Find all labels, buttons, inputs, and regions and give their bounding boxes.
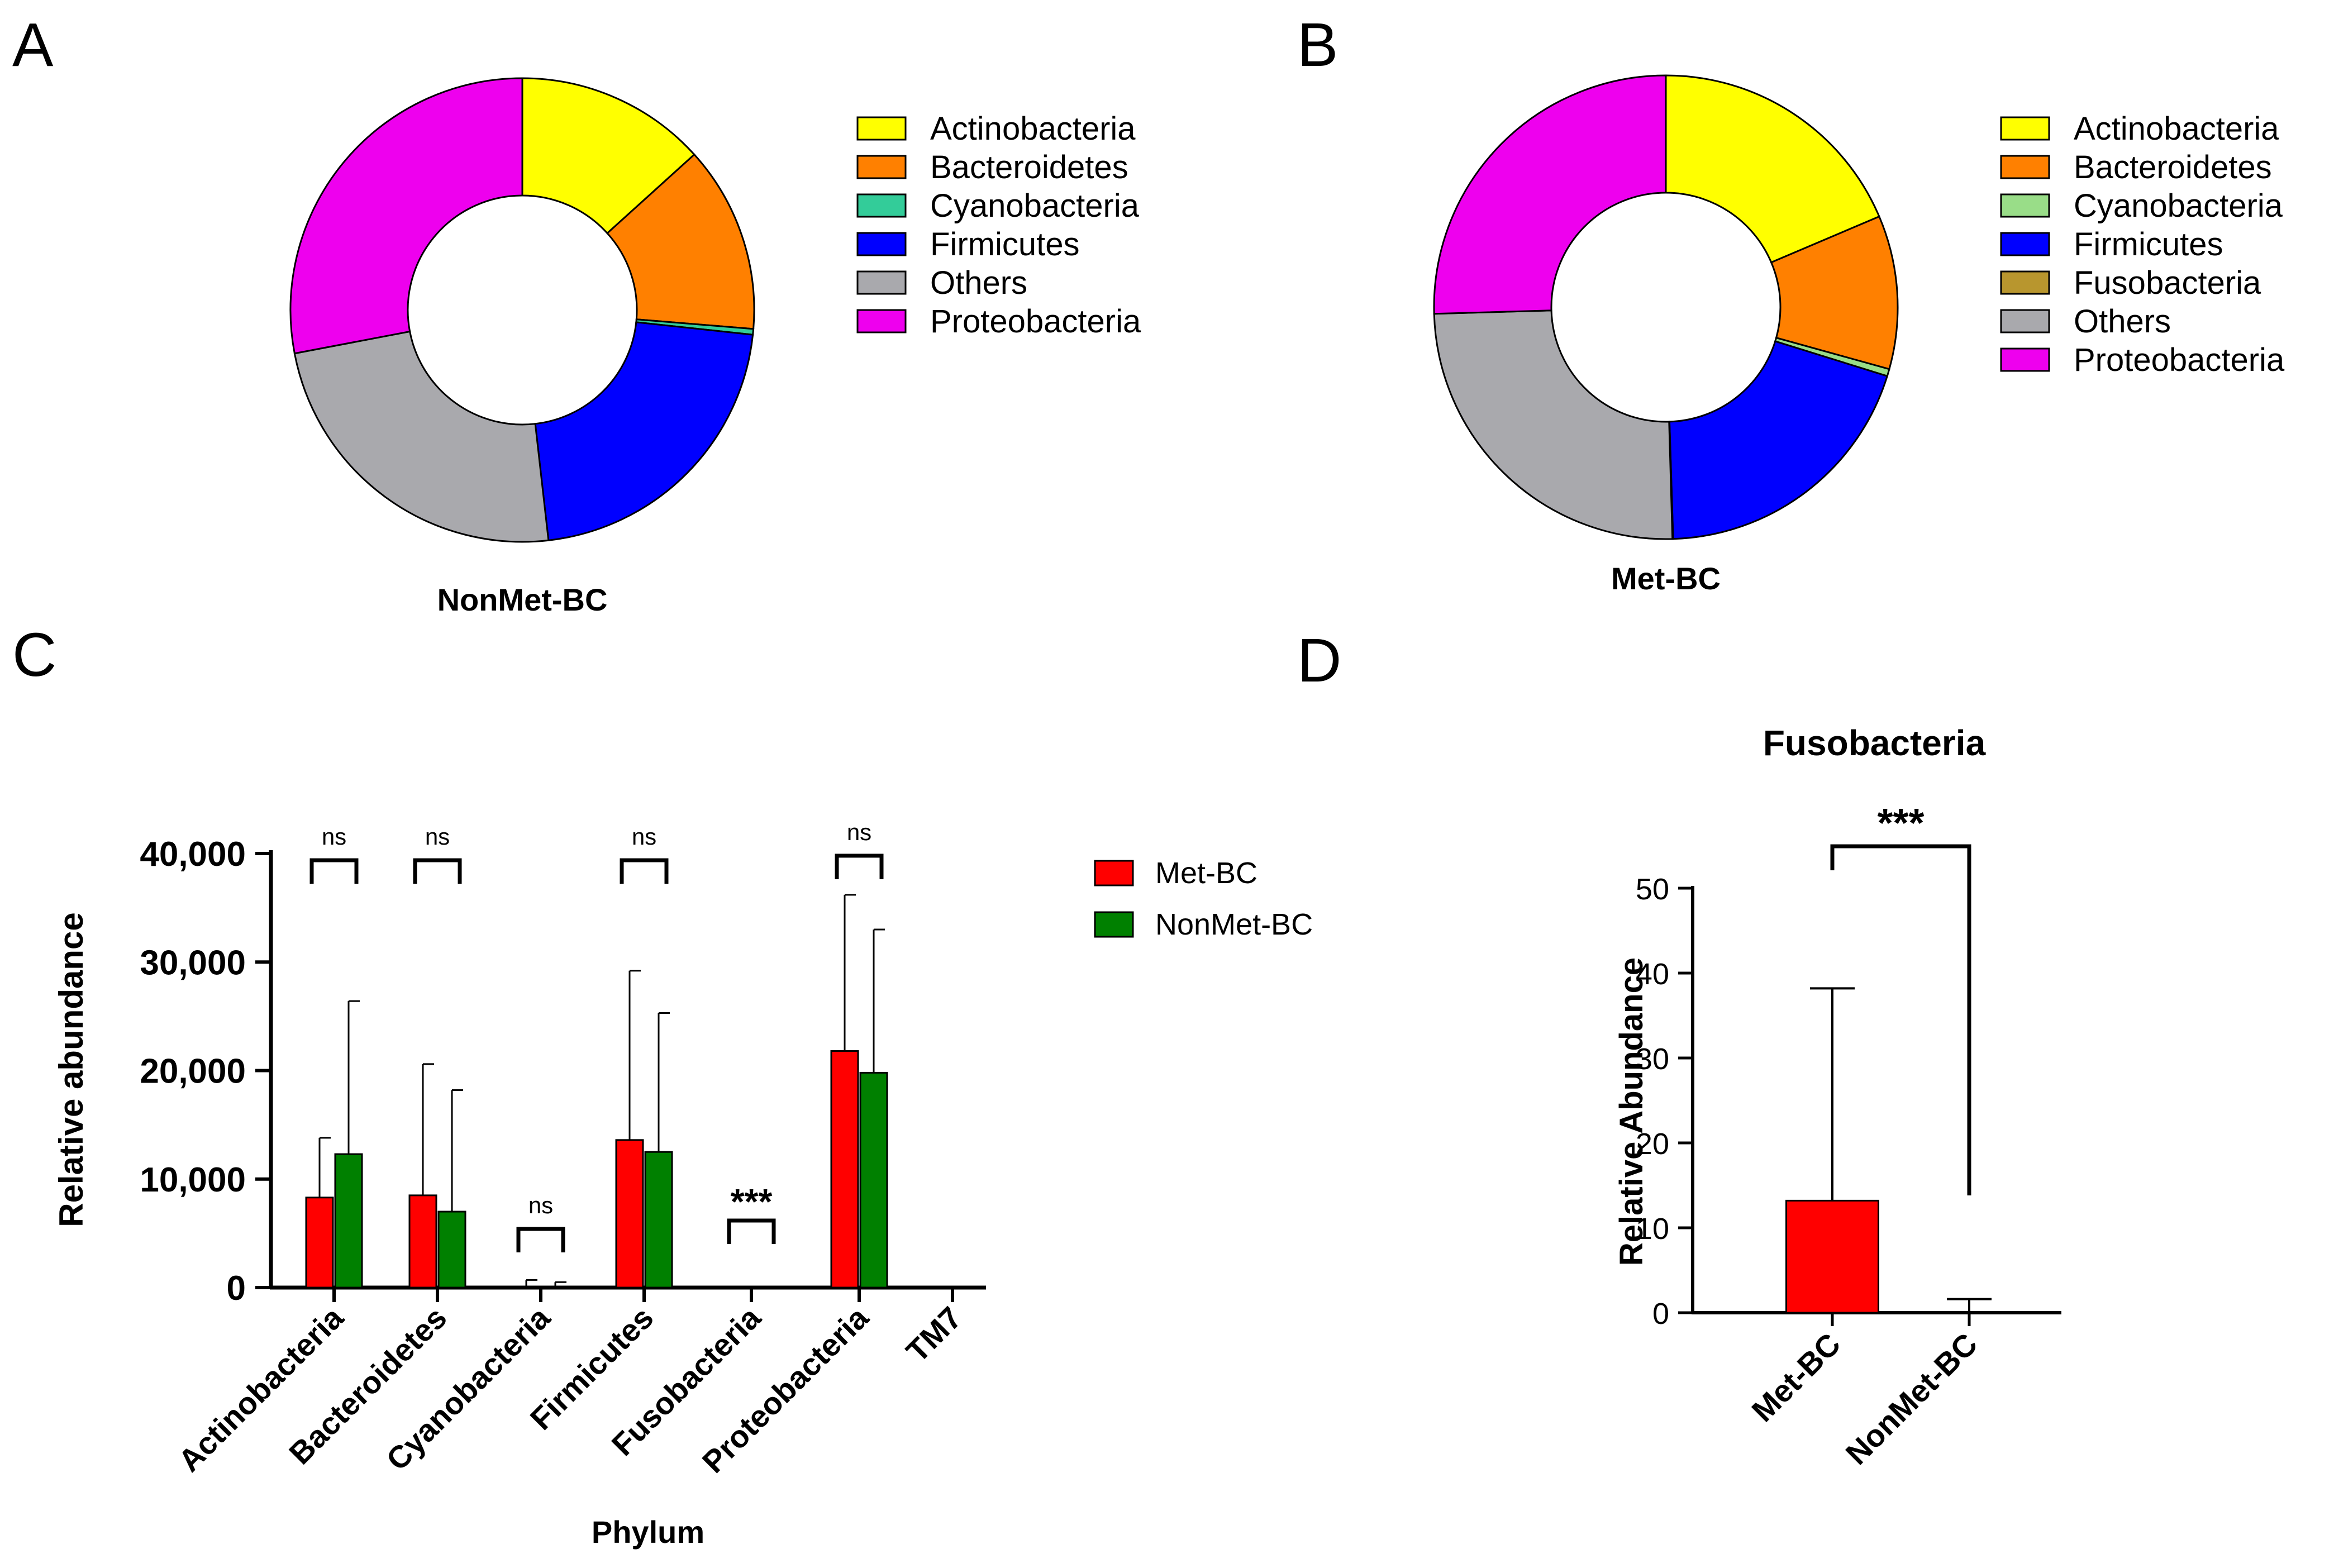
y-tick-label: 50 bbox=[1636, 873, 1669, 906]
legend-swatch-firmicutes bbox=[2001, 233, 2049, 255]
legend-label-nonmet-bc: NonMet-BC bbox=[1155, 908, 1313, 941]
panel-letter-a: A bbox=[12, 11, 54, 79]
legend-label-cyanobacteria: Cyanobacteria bbox=[2074, 188, 2283, 224]
significance-label-fusobacteria: *** bbox=[731, 1181, 773, 1222]
x-tick-label-met-bc: Met-BC bbox=[1745, 1326, 1847, 1428]
chart-title: Met-BC bbox=[1611, 561, 1721, 596]
legend-swatch-cyanobacteria bbox=[2001, 194, 2049, 217]
bar-nonmet-bc-bacteroidetes bbox=[439, 1212, 465, 1288]
y-tick-label: 30,000 bbox=[140, 943, 246, 982]
donut-chart-nonmet: NonMet-BC ActinobacteriaBacteroidetesCyan… bbox=[290, 78, 1141, 617]
legend-swatch-fusobacteria bbox=[2001, 271, 2049, 294]
significance-label-actinobacteria: ns bbox=[322, 823, 346, 850]
significance-bracket bbox=[1832, 846, 1969, 1195]
panel-letter-c: C bbox=[12, 621, 56, 689]
legend-swatch-actinobacteria bbox=[2001, 117, 2049, 140]
legend-swatch-others bbox=[858, 271, 906, 294]
legend-swatch-met-bc bbox=[1095, 861, 1133, 885]
panel-letter-b: B bbox=[1297, 11, 1338, 79]
significance-bracket-fusobacteria bbox=[729, 1221, 774, 1244]
significance-bracket-bacteroidetes bbox=[415, 860, 460, 884]
x-axis-label: Phylum bbox=[592, 1514, 704, 1550]
significance-label-cyanobacteria: ns bbox=[528, 1192, 553, 1218]
slice-others bbox=[294, 331, 548, 542]
slice-firmicutes bbox=[1669, 341, 1887, 539]
legend-swatch-proteobacteria bbox=[858, 310, 906, 332]
legend-label-firmicutes: Firmicutes bbox=[2074, 226, 2223, 263]
bar-nonmet-bc-firmicutes bbox=[645, 1152, 672, 1288]
y-tick-label: 0 bbox=[227, 1269, 246, 1308]
legend-label-actinobacteria: Actinobacteria bbox=[2074, 111, 2279, 147]
legend-label-met-bc: Met-BC bbox=[1155, 856, 1257, 890]
panel-letter-d: D bbox=[1297, 626, 1341, 695]
legend-swatch-proteobacteria bbox=[2001, 349, 2049, 371]
legend-label-bacteroidetes: Bacteroidetes bbox=[930, 149, 1128, 185]
legend-swatch-actinobacteria bbox=[858, 117, 906, 140]
legend-swatch-bacteroidetes bbox=[858, 156, 906, 178]
legend-swatch-nonmet-bc bbox=[1095, 912, 1133, 937]
significance-label-bacteroidetes: ns bbox=[425, 823, 450, 850]
slice-proteobacteria bbox=[290, 78, 522, 354]
legend-label-fusobacteria: Fusobacteria bbox=[2074, 265, 2261, 301]
significance-bracket-firmicutes bbox=[622, 860, 666, 884]
significance-label: *** bbox=[1877, 801, 1924, 846]
y-axis-label: Relative abundance bbox=[53, 912, 90, 1227]
bar-chart-phylum: 0 10,000 20,000 30,000 40,000 Relative abunda… bbox=[53, 819, 1313, 1550]
legend-label-proteobacteria: Proteobacteria bbox=[930, 303, 1141, 340]
chart-title: NonMet-BC bbox=[437, 582, 608, 617]
significance-bracket-proteobacteria bbox=[837, 856, 882, 879]
bar-nonmet-bc-cyanobacteria bbox=[542, 1286, 569, 1288]
legend-label-actinobacteria: Actinobacteria bbox=[930, 111, 1136, 147]
significance-label-firmicutes: ns bbox=[632, 823, 656, 850]
bar-met-bc bbox=[1787, 1200, 1879, 1313]
chart-title: Fusobacteria bbox=[1763, 723, 1986, 763]
slice-proteobacteria bbox=[1434, 75, 1666, 314]
bar-met-bc-proteobacteria bbox=[831, 1051, 858, 1288]
bar-met-bc-firmicutes bbox=[616, 1140, 643, 1288]
slice-firmicutes bbox=[535, 322, 752, 540]
slice-others bbox=[1434, 311, 1673, 539]
bar-nonmet-bc-actinobacteria bbox=[335, 1154, 362, 1288]
y-tick-label: 0 bbox=[1652, 1297, 1669, 1331]
x-tick-label-tm7: TM7 bbox=[899, 1300, 969, 1369]
bar-met-bc-actinobacteria bbox=[306, 1198, 333, 1288]
y-tick-label: 20,000 bbox=[140, 1052, 246, 1091]
significance-label-proteobacteria: ns bbox=[847, 819, 871, 845]
bar-nonmet-bc-proteobacteria bbox=[860, 1073, 887, 1288]
bar-met-bc-bacteroidetes bbox=[409, 1195, 436, 1288]
legend-label-others: Others bbox=[930, 265, 1027, 301]
legend-label-firmicutes: Firmicutes bbox=[930, 226, 1079, 263]
significance-bracket-cyanobacteria bbox=[518, 1229, 563, 1252]
legend-label-cyanobacteria: Cyanobacteria bbox=[930, 188, 1140, 224]
legend-swatch-others bbox=[2001, 310, 2049, 332]
y-axis-label: Relative Abundance bbox=[1613, 957, 1650, 1266]
legend-swatch-firmicutes bbox=[858, 233, 906, 255]
donut-chart-met: Met-BC ActinobacteriaBacteroidetesCyanoba… bbox=[1434, 75, 2285, 596]
legend-label-others: Others bbox=[2074, 303, 2171, 340]
legend-label-proteobacteria: Proteobacteria bbox=[2074, 342, 2285, 378]
x-tick-label-nonmet-bc: NonMet-BC bbox=[1838, 1326, 1984, 1471]
y-tick-label: 40,000 bbox=[140, 835, 246, 874]
legend-swatch-bacteroidetes bbox=[2001, 156, 2049, 178]
legend-label-bacteroidetes: Bacteroidetes bbox=[2074, 149, 2272, 185]
legend-swatch-cyanobacteria bbox=[858, 194, 906, 217]
y-tick-label: 10,000 bbox=[140, 1161, 246, 1199]
bar-met-bc-cyanobacteria bbox=[513, 1286, 540, 1288]
significance-bracket-actinobacteria bbox=[312, 860, 356, 884]
